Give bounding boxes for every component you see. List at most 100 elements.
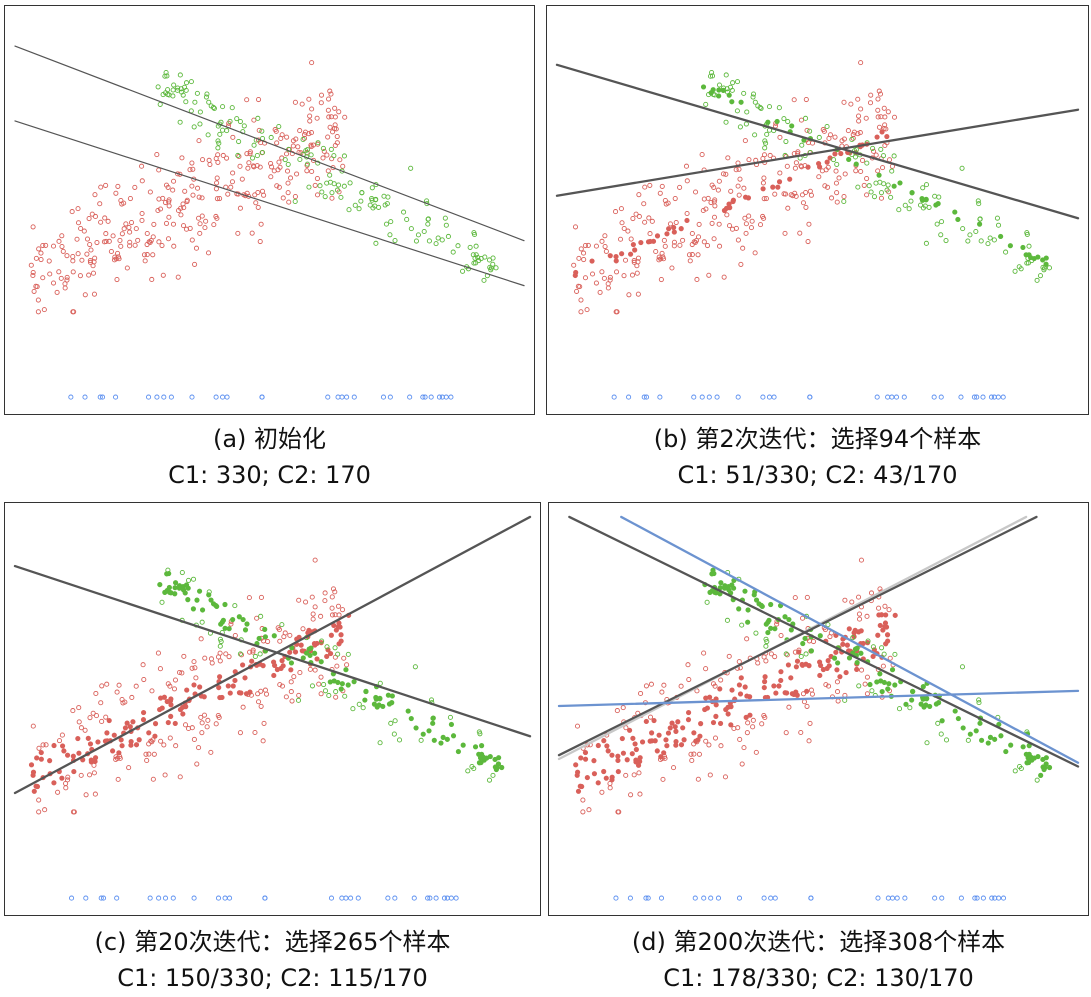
point-c1 [607, 274, 613, 280]
point-c1 [321, 148, 327, 154]
point-c1 [232, 633, 238, 639]
point-c1 [28, 262, 34, 268]
point-c1 [207, 161, 213, 168]
point-c1 [255, 189, 261, 196]
point-c1 [143, 751, 149, 757]
point-c2 [408, 226, 414, 232]
point-c2 [727, 84, 734, 90]
point-c1 [194, 761, 200, 767]
point-c2 [856, 683, 862, 689]
point-c1 [829, 195, 835, 201]
point-c1 [862, 681, 868, 687]
point-c2 [392, 718, 398, 724]
selected-point-c1 [595, 780, 601, 786]
selected-point-c2 [331, 678, 337, 684]
unlabeled-point [657, 394, 663, 400]
unlabeled-point [771, 394, 777, 400]
point-c1 [738, 261, 744, 267]
point-c1 [274, 140, 280, 146]
unlabeled-point [448, 895, 454, 901]
unlabeled-point [422, 394, 428, 400]
point-c1 [876, 124, 883, 130]
selected-point-c1 [771, 683, 777, 689]
point-c1 [123, 221, 129, 227]
unlabeled-point [761, 895, 767, 901]
selected-point-c2 [763, 621, 769, 627]
point-c2 [433, 241, 439, 247]
selected-point-c1 [673, 738, 679, 745]
selected-point-c1 [651, 717, 657, 724]
point-c1 [614, 309, 620, 315]
selected-point-c1 [678, 742, 685, 748]
selected-point-c1 [240, 662, 246, 668]
point-c2 [764, 638, 770, 645]
point-c2 [884, 187, 890, 193]
selected-point-c2 [472, 744, 479, 750]
point-c2 [712, 92, 718, 98]
selected-point-c2 [817, 633, 823, 639]
point-c1 [114, 689, 120, 695]
point-c1 [155, 650, 161, 656]
selected-point-c2 [244, 621, 250, 627]
point-c1 [196, 745, 202, 751]
point-c1 [76, 705, 82, 711]
point-c2 [762, 145, 768, 151]
unlabeled-point [958, 394, 964, 400]
selected-point-c1 [243, 691, 250, 697]
selected-point-c1 [685, 717, 692, 723]
point-c2 [734, 108, 740, 114]
point-c2 [203, 94, 209, 100]
point-c1 [208, 749, 214, 755]
point-c1 [99, 718, 105, 724]
point-c1 [788, 192, 794, 198]
point-c1 [330, 165, 336, 171]
point-c1 [157, 206, 164, 212]
point-c1 [694, 276, 700, 282]
point-c2 [798, 653, 804, 659]
point-c1 [284, 134, 290, 140]
point-c1 [880, 663, 886, 669]
point-c2 [703, 101, 709, 107]
point-c1 [98, 219, 104, 225]
unlabeled-point [980, 895, 986, 901]
unlabeled-point [156, 895, 162, 901]
point-c1 [848, 101, 854, 107]
point-c2 [493, 265, 499, 271]
point-c2 [869, 688, 875, 694]
selected-point-c1 [314, 656, 320, 662]
selected-point-c1 [615, 753, 621, 759]
selected-point-c2 [339, 681, 345, 687]
point-c1 [635, 291, 641, 297]
point-c2 [477, 731, 483, 737]
point-c1 [864, 176, 870, 182]
selected-point-c2 [345, 682, 351, 688]
point-c2 [855, 184, 861, 190]
point-c2 [282, 157, 288, 163]
selected-point-c2 [756, 601, 762, 607]
point-c1 [92, 791, 98, 797]
point-c1 [724, 212, 730, 218]
unlabeled-point [715, 895, 722, 901]
point-c1 [647, 231, 653, 237]
selected-point-c2 [1023, 751, 1029, 757]
caption-d: (d) 第200次迭代：选择308个样本 C1: 178/330; C2: 13… [548, 924, 1089, 996]
point-c1 [791, 97, 797, 103]
selected-point-c1 [672, 724, 678, 730]
unlabeled-point [191, 895, 197, 901]
point-c1 [760, 180, 766, 186]
selected-point-c1 [575, 769, 581, 775]
point-c1 [205, 250, 212, 256]
point-c2 [185, 577, 192, 583]
selected-point-c1 [728, 704, 734, 710]
point-c1 [92, 192, 98, 198]
point-c1 [132, 184, 138, 190]
unlabeled-point [645, 895, 651, 901]
point-c1 [179, 670, 185, 676]
point-c1 [59, 732, 65, 738]
point-c1 [772, 123, 778, 129]
unlabeled-point [385, 895, 391, 901]
point-c1 [180, 201, 186, 207]
selected-point-c2 [897, 180, 903, 186]
point-c2 [232, 603, 238, 609]
point-c2 [257, 651, 263, 657]
